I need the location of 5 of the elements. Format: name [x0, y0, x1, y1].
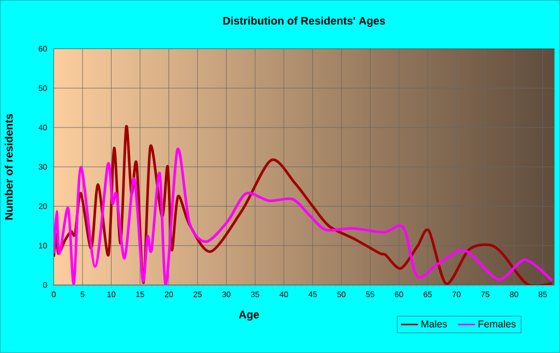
legend-label: Females [478, 320, 516, 328]
x-axis-title: Age [238, 310, 259, 321]
legend-label: Males [422, 320, 447, 328]
y-axis-title: Number of residents [4, 114, 13, 220]
chart-title: Distribution of Residents' Ages [223, 16, 386, 27]
